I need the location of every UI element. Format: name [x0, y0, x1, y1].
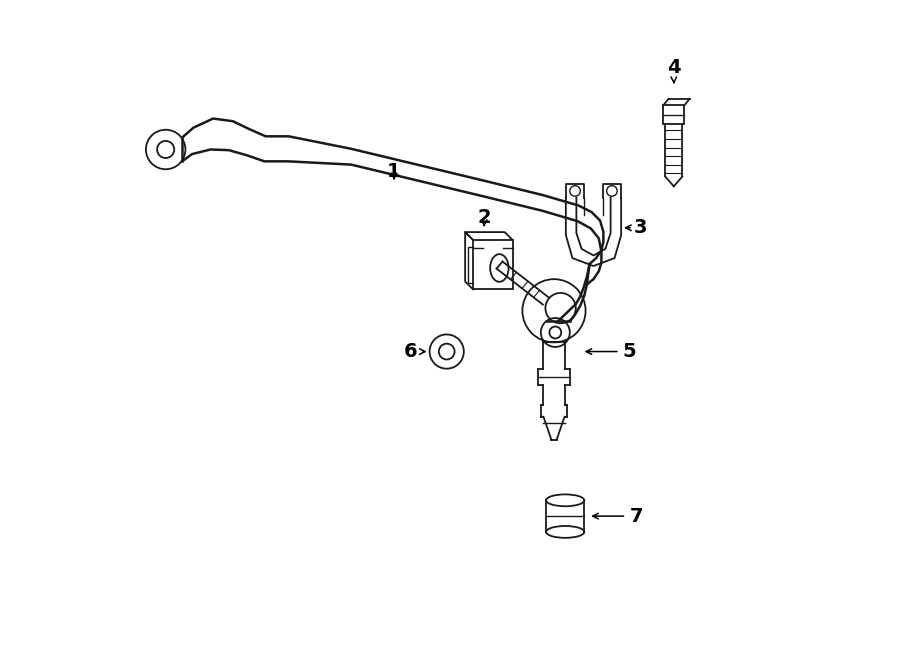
Text: 5: 5	[623, 342, 636, 361]
Text: 1: 1	[387, 162, 400, 180]
Bar	[473, 240, 512, 290]
Text: 7: 7	[630, 506, 644, 525]
Bar	[663, 105, 684, 124]
Text: 2: 2	[477, 208, 491, 227]
Text: 3: 3	[634, 218, 648, 237]
Text: 4: 4	[667, 58, 680, 77]
Text: 6: 6	[404, 342, 418, 361]
